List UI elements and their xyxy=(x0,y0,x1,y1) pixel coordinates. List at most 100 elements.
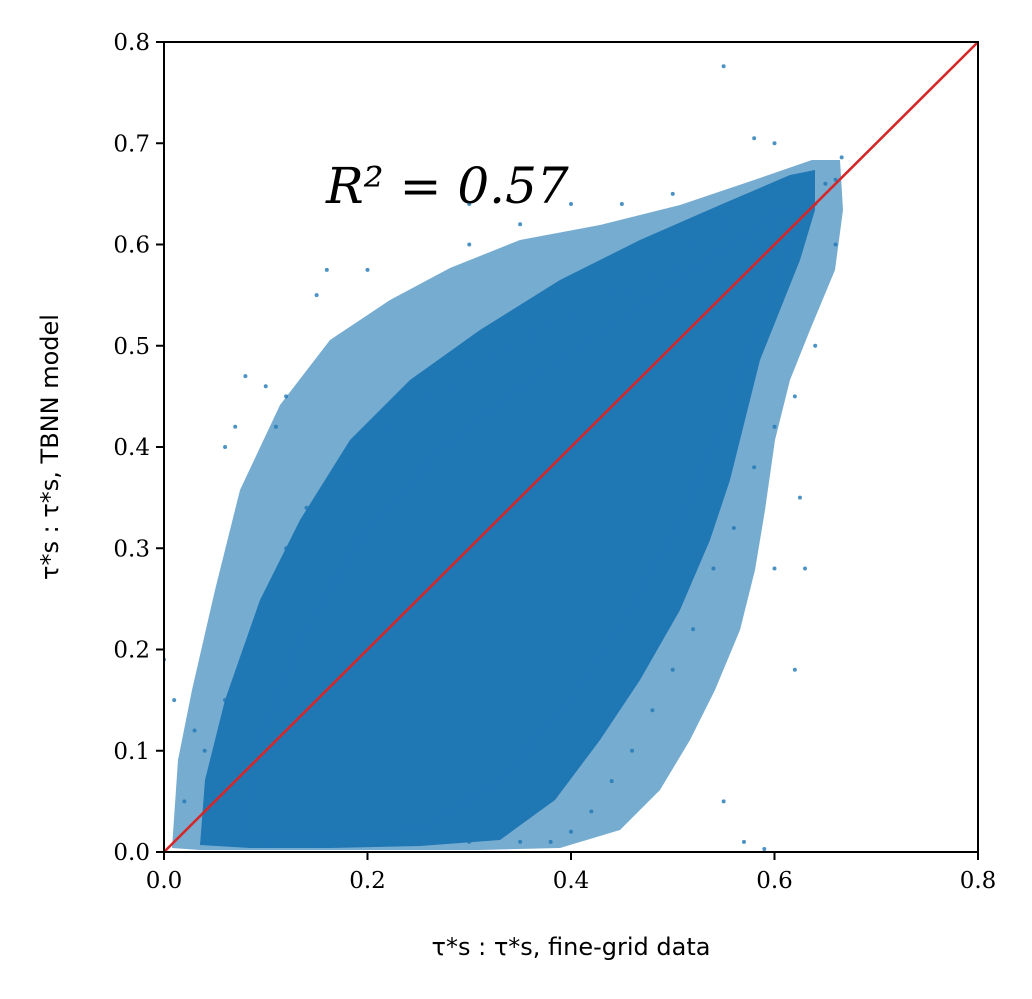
scatter-point xyxy=(365,839,370,844)
scatter-point xyxy=(518,839,523,844)
scatter-point xyxy=(833,177,838,182)
identity-reference-line xyxy=(163,41,979,853)
y-axis-ticks: 0.0 0.1 0.2 0.3 0.4 0.5 0.6 0.7 0.8 xyxy=(113,30,164,866)
scatter-point xyxy=(273,424,278,429)
scatter-point xyxy=(263,384,268,389)
scatter-point xyxy=(721,799,726,804)
scatter-point xyxy=(741,839,746,844)
y-tick-label: 0.8 xyxy=(113,30,150,56)
y-tick-label: 0.4 xyxy=(113,435,150,461)
scatter-point xyxy=(518,222,523,227)
scatter-point xyxy=(569,202,573,206)
scatter-point xyxy=(182,799,187,804)
scatter-point xyxy=(792,394,797,399)
scatter-point xyxy=(385,424,390,429)
scatter-point xyxy=(304,505,309,510)
scatter-point xyxy=(467,364,472,368)
scatter-point xyxy=(670,262,675,267)
scatter-point xyxy=(233,424,238,429)
y-tick-label: 0.7 xyxy=(113,131,150,157)
scatter-cloud-center xyxy=(240,210,800,840)
scatter-point xyxy=(243,647,248,652)
y-tick-label: 0.5 xyxy=(113,334,150,360)
scatter-point xyxy=(467,202,472,206)
y-tick-label: 0.6 xyxy=(113,233,150,259)
y-tick-label: 0.3 xyxy=(113,536,150,562)
scatter-point xyxy=(670,667,675,672)
scatter-point xyxy=(467,242,472,247)
scatter-point xyxy=(314,293,319,298)
scatter-point xyxy=(589,809,594,814)
scatter-point xyxy=(507,343,512,348)
scatter-point xyxy=(721,64,726,69)
scatter-points xyxy=(164,64,844,851)
scatter-point xyxy=(762,846,767,851)
scatter-point xyxy=(792,667,797,672)
scatter-density xyxy=(172,160,843,850)
scatter-point xyxy=(345,465,350,470)
scatter-point xyxy=(803,566,808,571)
scatter-point xyxy=(630,293,635,298)
scatter-point xyxy=(772,141,777,146)
scatter-point xyxy=(609,779,614,784)
scatter-point xyxy=(263,839,268,844)
scatter-point xyxy=(548,839,553,844)
scatter-point xyxy=(223,698,228,703)
scatter-point xyxy=(548,323,553,328)
scatter-point xyxy=(792,212,797,217)
scatter-point xyxy=(263,596,268,601)
scatter-point xyxy=(324,267,329,272)
scatter-point xyxy=(487,353,492,358)
scatter-point xyxy=(691,242,696,247)
scatter-point xyxy=(752,465,757,470)
scatter-point xyxy=(223,445,228,449)
scatter-point xyxy=(569,829,573,834)
scatter-point xyxy=(172,698,177,703)
scatter-point xyxy=(691,627,696,632)
scatter-point xyxy=(609,293,614,298)
scatter-point xyxy=(731,526,736,530)
scatter-point xyxy=(772,424,777,429)
x-axis-ticks: 0.0 0.2 0.4 0.6 0.8 xyxy=(146,852,997,894)
scatter-point xyxy=(711,566,716,571)
scatter-point xyxy=(630,748,635,753)
scatter-point xyxy=(797,495,802,500)
scatter-point xyxy=(192,728,197,733)
scatter-point xyxy=(569,313,573,318)
x-axis-label: τ*s : τ*s, fine-grid data xyxy=(432,933,711,961)
scatter-point xyxy=(467,839,472,844)
scatter-point xyxy=(823,181,828,186)
scatter-point xyxy=(416,839,421,844)
scatter-point xyxy=(670,191,675,196)
x-tick-label: 0.2 xyxy=(349,868,386,894)
scatter-point xyxy=(833,242,838,247)
x-tick-label: 0.8 xyxy=(960,868,997,894)
r-squared-annotation: R² = 0.57 xyxy=(325,157,569,215)
scatter-point xyxy=(284,394,289,399)
x-tick-label: 0.6 xyxy=(756,868,793,894)
x-tick-label: 0.0 xyxy=(146,868,183,894)
y-tick-label: 0.1 xyxy=(113,739,150,765)
scatter-point xyxy=(406,404,411,409)
scatter-point xyxy=(202,748,207,753)
scatter-point xyxy=(650,708,655,713)
scatter-point xyxy=(365,267,370,272)
y-tick-label: 0.0 xyxy=(113,840,150,866)
y-axis-label: τ*s : τ*s, TBNN model xyxy=(36,314,64,580)
scatter-point xyxy=(813,343,818,348)
scatter-point xyxy=(772,566,777,571)
scatter-point xyxy=(284,546,289,551)
scatter-point xyxy=(446,384,451,389)
scatter-point xyxy=(314,839,319,844)
x-tick-label: 0.4 xyxy=(553,868,590,894)
scatter-point xyxy=(619,202,624,206)
y-tick-label: 0.2 xyxy=(113,638,150,664)
scatter-point xyxy=(528,333,533,338)
scatter-point xyxy=(752,242,757,247)
scatter-point xyxy=(589,303,594,308)
scatter-point xyxy=(772,222,777,227)
scatter-point xyxy=(426,394,431,399)
scatter-point xyxy=(650,272,655,277)
scatter-point xyxy=(839,155,844,160)
